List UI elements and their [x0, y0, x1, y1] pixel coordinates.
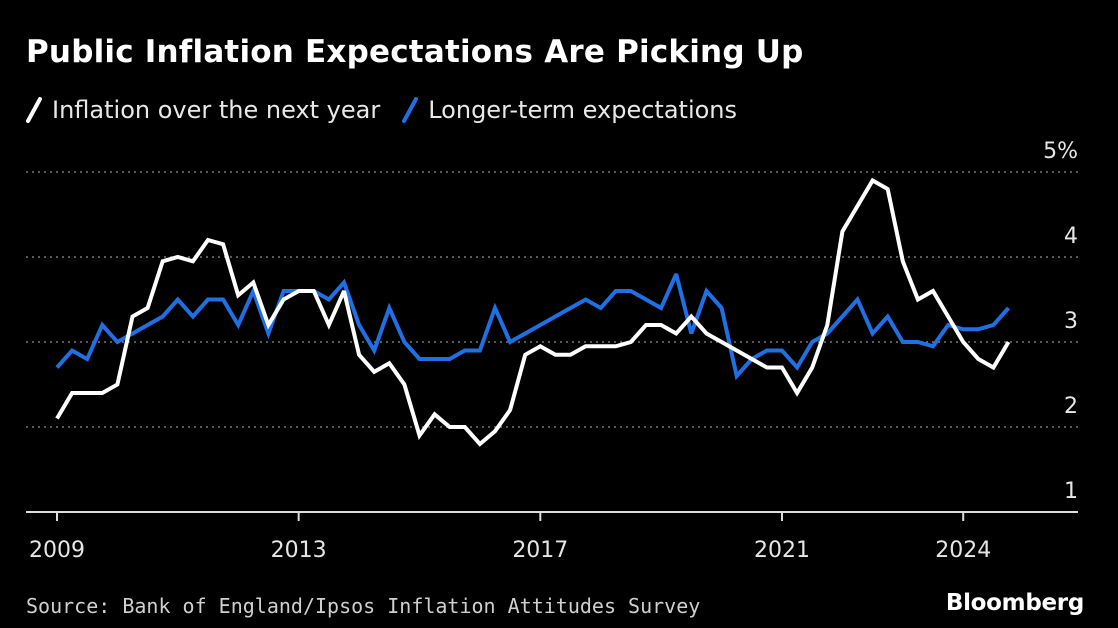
- x-tick-label-0: 2009: [29, 538, 85, 563]
- y-tick-label-0: 5%: [1043, 139, 1078, 164]
- y-tick-label-3: 2: [1064, 394, 1078, 419]
- x-tick-label-2: 2017: [512, 538, 568, 563]
- legend-item-next-year: Inflation over the next year: [26, 96, 380, 124]
- source-note: Source: Bank of England/Ipsos Inflation …: [26, 594, 701, 618]
- legend-swatch-longer-term: [402, 97, 419, 123]
- legend-swatch-next-year: [26, 97, 42, 123]
- y-tick-label-2: 3: [1064, 309, 1078, 334]
- legend-item-longer-term: Longer-term expectations: [402, 96, 737, 124]
- y-tick-label-4: 1: [1064, 479, 1078, 504]
- legend: Inflation over the next year Longer-term…: [26, 96, 759, 124]
- chart-title: Public Inflation Expectations Are Pickin…: [26, 34, 804, 70]
- legend-label-longer-term: Longer-term expectations: [428, 96, 738, 124]
- x-tick-label-1: 2013: [271, 538, 327, 563]
- legend-label-next-year: Inflation over the next year: [52, 96, 381, 124]
- series-line-next-year: [55, 177, 1011, 447]
- series-line-longer-term: [55, 273, 1010, 381]
- y-tick-label-1: 4: [1064, 224, 1078, 249]
- bloomberg-logo: Bloomberg: [945, 590, 1084, 616]
- x-tick-label-3: 2021: [754, 538, 810, 563]
- x-tick-label-4: 2024: [935, 538, 991, 563]
